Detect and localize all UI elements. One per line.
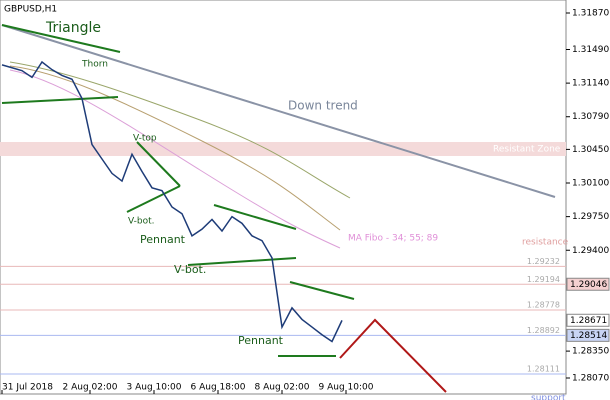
- price-label-box: [566, 328, 610, 342]
- price-line: [1, 60, 343, 343]
- y-tick-label: 1.31490: [572, 45, 609, 55]
- x-tick-label: 2 Aug 02:00: [63, 383, 118, 393]
- x-tick-label: 9 Aug 10:00: [319, 383, 374, 393]
- annotation: V-bot.: [128, 217, 155, 227]
- y-tick-label: 1.30100: [572, 179, 609, 189]
- price-label-box: [566, 277, 610, 291]
- price-label: 1.28514: [570, 331, 607, 341]
- pattern-lines: [1, 24, 355, 357]
- annotation: V-bot.: [174, 263, 206, 276]
- annotation: Triangle: [45, 20, 101, 36]
- level-label: 1.28892: [527, 326, 560, 335]
- level-label: 1.29194: [527, 275, 560, 284]
- annotation: MA Fibo - 34; 55; 89: [348, 234, 438, 244]
- y-tick-label: 1.28070: [572, 374, 609, 384]
- x-tick-label: 3 Aug 10:00: [127, 383, 182, 393]
- ma-line: [9, 65, 341, 231]
- y-tick-label: 1.31870: [572, 9, 609, 19]
- y-tick-label: 1.29400: [572, 246, 609, 256]
- level-label: 1.28778: [527, 300, 560, 309]
- x-tick-label: 8 Aug 02:00: [255, 383, 310, 393]
- price-label: 1.29046: [570, 280, 607, 290]
- annotation: Thorn: [81, 60, 108, 70]
- annotation: V-top: [133, 134, 157, 144]
- down-trend-line: [1, 24, 556, 198]
- plot-area: [0, 0, 567, 395]
- forecast-path: [339, 318, 447, 393]
- y-tick-label: 1.30450: [572, 145, 609, 155]
- annotation: Pennant: [238, 334, 284, 347]
- x-tick-label: 6 Aug 18:00: [191, 383, 246, 393]
- level-label: 1.29232: [527, 257, 560, 266]
- resistant-zone-band: [0, 142, 566, 156]
- annotation: Resistant Zone: [493, 145, 561, 155]
- annotation: support: [531, 394, 566, 400]
- annotation: Down trend: [288, 99, 358, 113]
- y-tick-label: 1.28350: [572, 347, 609, 357]
- price-label-box: [566, 313, 610, 327]
- y-tick-label: 1.29750: [572, 212, 609, 222]
- y-tick-label: 1.30790: [572, 112, 609, 122]
- price-label: 1.28671: [570, 316, 607, 326]
- x-tick-label: 31 Jul 2018: [2, 383, 53, 393]
- y-tick-label: 1.31140: [572, 79, 609, 89]
- ma-line: [9, 69, 341, 249]
- annotation: resistance: [522, 238, 569, 248]
- level-label: 1.28111: [527, 365, 560, 374]
- annotation: Pennant: [140, 233, 186, 246]
- symbol-label: GBPUSD,H1: [4, 5, 57, 15]
